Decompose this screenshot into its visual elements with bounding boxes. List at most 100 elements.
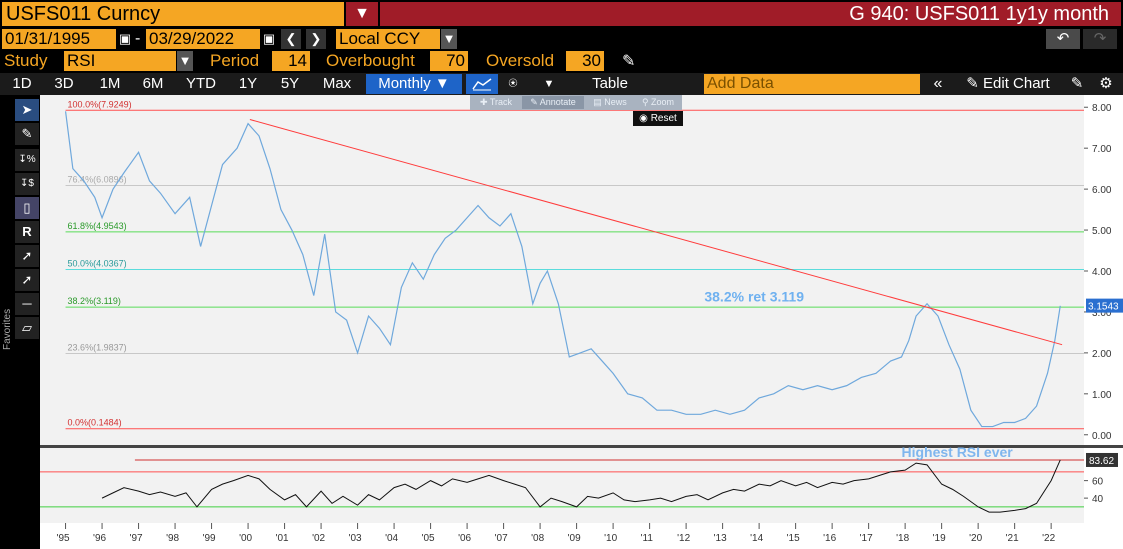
x-tick-label: '96 [93, 533, 106, 544]
x-tick-label: '08 [531, 533, 544, 544]
price-y-tick-label: 5.00 [1092, 226, 1112, 237]
channel-icon[interactable]: ▱ [15, 317, 39, 339]
undo-button[interactable]: ↶ [1046, 29, 1080, 49]
horizontal-line-icon[interactable]: ─ [15, 293, 39, 315]
pen-icon[interactable]: ✎ [15, 123, 39, 145]
annotate-button[interactable]: ✎ Annotate [522, 96, 584, 109]
frequency-label: Monthly [378, 75, 431, 92]
tf-ytd[interactable]: YTD [186, 75, 216, 92]
x-tick-label: '12 [677, 533, 690, 544]
add-data-input[interactable]: Add Data [704, 74, 920, 94]
oversold-label: Oversold [486, 51, 555, 70]
zoom-button[interactable]: ⚲ Zoom [641, 97, 675, 107]
frequency-select[interactable]: Monthly ▼ [366, 74, 462, 94]
fib-label: 0.0%(0.1484) [68, 418, 122, 428]
study-select[interactable]: RSI [64, 51, 176, 71]
x-tick-label: '95 [57, 533, 70, 544]
price-last-value-label: 3.1543 [1088, 302, 1119, 313]
x-tick-label: '11 [641, 533, 654, 544]
ticker-dropdown-button[interactable]: ▼ [346, 2, 378, 26]
pencil-icon[interactable]: ✎ [622, 53, 636, 70]
fib-label: 50.0%(4.0367) [68, 258, 127, 268]
x-tick-label: '20 [969, 533, 982, 544]
start-calendar-icon[interactable]: ▣ [117, 29, 133, 49]
date-separator: - [135, 30, 141, 47]
title-bar: USFS011 Curncy ▼ G 940: USFS011 1y1y mon… [0, 0, 1123, 28]
next-period-button[interactable]: ❯ [306, 29, 326, 49]
price-y-tick-label: 4.00 [1092, 267, 1112, 278]
x-tick-label: '07 [495, 533, 508, 544]
currency-select[interactable]: Local CCY [336, 29, 440, 49]
tf-6m[interactable]: 6M [142, 75, 164, 92]
retracement-icon[interactable]: R [15, 221, 39, 243]
chart-type-dropdown-icon[interactable]: ▼ [543, 78, 555, 90]
bar-chart-icon[interactable]: ⍟ [508, 75, 518, 92]
x-tick-label: '16 [823, 533, 836, 544]
tf-5y[interactable]: 5Y [280, 75, 300, 92]
overbought-field[interactable]: 70 [430, 51, 468, 71]
drawing-toolbar: ➤ ✎ ↧% ↧$ ▯ R ➚ ➚ ─ ▱ [12, 97, 40, 537]
table-button[interactable]: Table [592, 75, 628, 92]
fib-label: 23.6%(1.9837) [68, 343, 127, 353]
dropdown-icon: ▼ [434, 75, 450, 92]
x-tick-label: '22 [1042, 533, 1055, 544]
x-tick-label: '99 [203, 533, 216, 544]
x-tick-label: '15 [787, 533, 800, 544]
chart-area[interactable]: 100.0%(7.9249) 76.4%(6.0896) 61.8%(4.9543)… [40, 95, 1123, 549]
annotate-edit-icon[interactable]: ✎ [1070, 75, 1084, 92]
favorites-tab[interactable]: Favorites [2, 290, 13, 360]
redo-button[interactable]: ↷ [1083, 29, 1117, 49]
price-y-tick-label: 0.00 [1092, 431, 1112, 442]
rsi-y-tick-label: 40 [1092, 494, 1104, 505]
x-tick-label: '06 [458, 533, 471, 544]
tf-1m[interactable]: 1M [99, 75, 121, 92]
x-tick-label: '01 [276, 533, 289, 544]
end-calendar-icon[interactable]: ▣ [261, 29, 277, 49]
tf-3d[interactable]: 3D [54, 75, 74, 92]
collapse-icon[interactable]: « [933, 75, 943, 92]
x-tick-label: '18 [896, 533, 909, 544]
x-tick-label: '98 [166, 533, 179, 544]
price-y-tick-label: 7.00 [1092, 144, 1112, 155]
trendline-icon[interactable]: ➚ [15, 245, 39, 267]
edit-chart-button[interactable]: ✎ Edit Chart [954, 74, 1062, 94]
gear-icon[interactable]: ⚙ [1099, 75, 1113, 92]
edit-chart-label: Edit Chart [983, 75, 1050, 92]
news-button[interactable]: ▤ News [593, 97, 627, 107]
x-tick-label: '13 [714, 533, 727, 544]
x-tick-label: '05 [422, 533, 435, 544]
x-tick-label: '02 [312, 533, 325, 544]
y-axis-bg [1084, 95, 1123, 549]
x-tick-label: '10 [604, 533, 617, 544]
x-axis-bg [40, 523, 1084, 549]
reset-icon: ◉ [639, 113, 648, 124]
fibonacci-icon[interactable]: ▯ [15, 197, 39, 219]
tf-1d[interactable]: 1D [12, 75, 32, 92]
x-tick-label: '21 [1006, 533, 1019, 544]
rsi-annotation: Highest RSI ever [901, 444, 1013, 460]
fib-label: 61.8%(4.9543) [68, 221, 127, 231]
track-button[interactable]: ✚ Track [479, 97, 513, 107]
percent-tool-icon[interactable]: ↧% [15, 149, 39, 171]
reset-button[interactable]: ◉ Reset [633, 111, 683, 126]
prev-period-button[interactable]: ❮ [281, 29, 301, 49]
line-chart-icon[interactable] [466, 74, 498, 94]
rsi-panel-bg [40, 448, 1084, 525]
x-tick-label: '97 [130, 533, 143, 544]
tf-1y[interactable]: 1Y [238, 75, 258, 92]
oversold-field[interactable]: 30 [566, 51, 604, 71]
price-panel-bg [40, 95, 1084, 447]
study-dropdown-icon[interactable]: ▼ [177, 51, 193, 71]
currency-dropdown-icon[interactable]: ▼ [441, 29, 457, 49]
tf-max[interactable]: Max [322, 75, 352, 92]
ray-icon[interactable]: ➚ [15, 269, 39, 291]
x-tick-label: '14 [750, 533, 763, 544]
ticker-input[interactable]: USFS011 Curncy [2, 2, 344, 26]
end-date-field[interactable]: 03/29/2022 [146, 29, 260, 49]
price-y-tick-label: 8.00 [1092, 103, 1112, 114]
dollar-tool-icon[interactable]: ↧$ [15, 173, 39, 195]
pointer-icon[interactable]: ➤ [15, 99, 39, 121]
overbought-label: Overbought [326, 51, 415, 70]
period-field[interactable]: 14 [272, 51, 310, 71]
start-date-field[interactable]: 01/31/1995 [2, 29, 116, 49]
